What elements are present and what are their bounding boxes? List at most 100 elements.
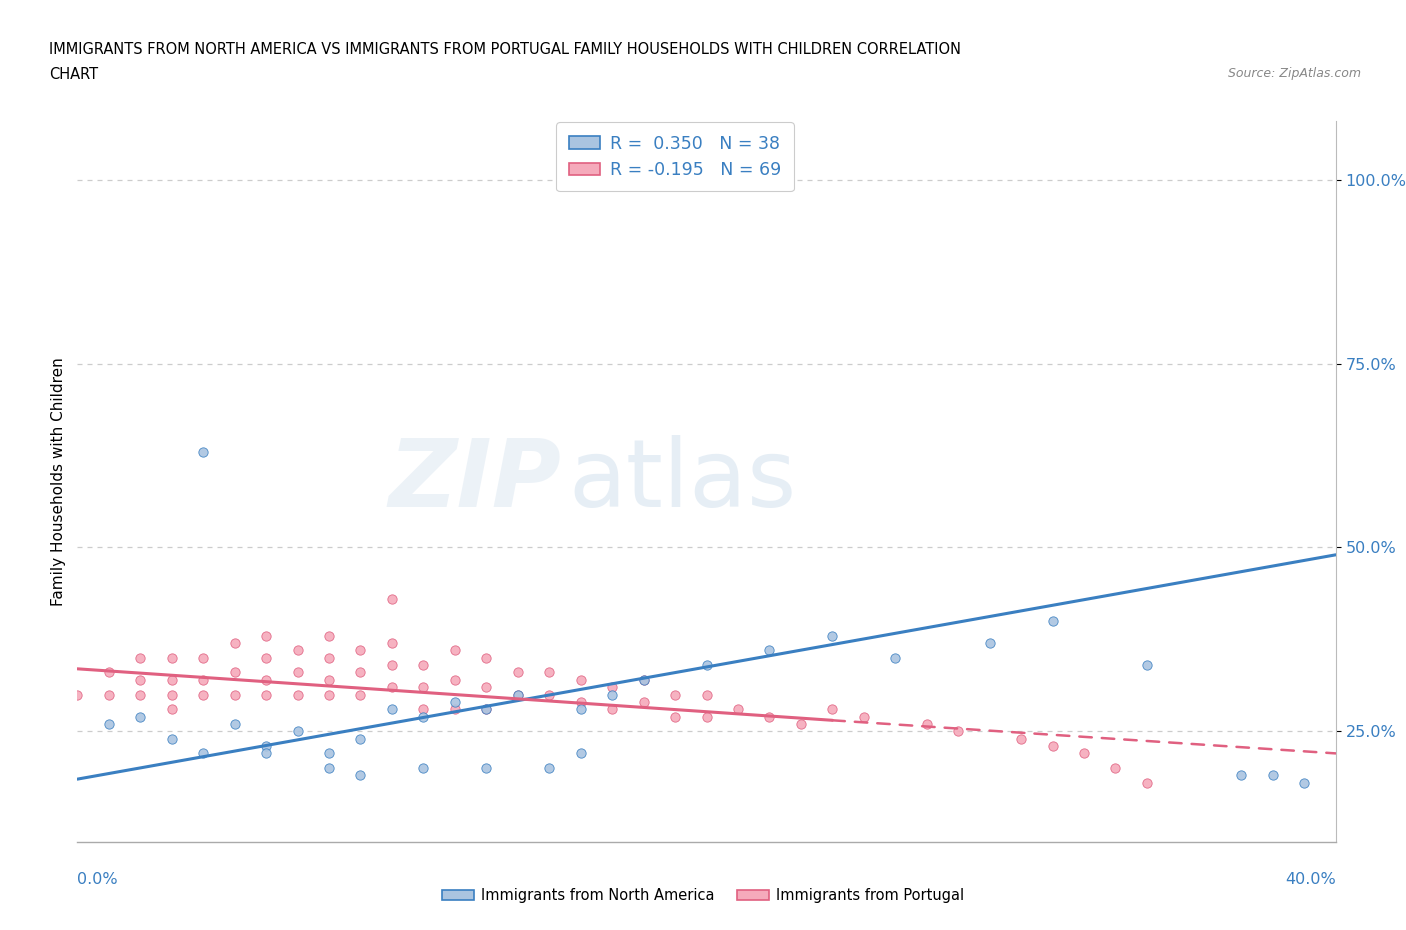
Point [287,687,309,702]
Point [600,702,623,717]
Point [97,716,120,731]
Point [696,710,718,724]
Point [160,687,183,702]
Point [506,687,529,702]
Point [633,695,655,710]
Point [318,629,340,644]
Point [569,695,592,710]
Point [191,746,215,761]
Text: ZIP: ZIP [389,435,562,527]
Point [191,445,215,459]
Point [254,650,277,665]
Point [633,672,655,687]
Text: CHART: CHART [49,67,98,82]
Point [915,716,938,731]
Point [821,629,844,644]
Point [475,702,498,717]
Point [97,687,120,702]
Point [160,731,183,746]
Point [412,761,434,776]
Point [758,643,780,658]
Point [538,665,561,680]
Point [1230,768,1253,783]
Text: atlas: atlas [568,435,796,527]
Text: Source: ZipAtlas.com: Source: ZipAtlas.com [1227,67,1361,80]
Point [569,672,592,687]
Point [66,687,89,702]
Point [381,680,404,695]
Point [160,672,183,687]
Point [412,702,434,717]
Point [600,687,623,702]
Point [758,710,780,724]
Point [381,702,404,717]
Point [318,746,340,761]
Point [349,687,371,702]
Point [569,746,592,761]
Point [224,635,246,650]
Point [349,731,371,746]
Point [97,665,120,680]
Point [1042,738,1064,753]
Point [475,761,498,776]
Point [412,658,434,672]
Point [538,687,561,702]
Point [381,635,404,650]
Point [727,702,749,717]
Point [349,665,371,680]
Point [287,665,309,680]
Point [254,687,277,702]
Point [129,672,152,687]
Point [349,768,371,783]
Point [852,710,875,724]
Point [1010,731,1032,746]
Point [1294,776,1316,790]
Point [318,650,340,665]
Point [191,672,215,687]
Point [191,687,215,702]
Point [254,672,277,687]
Point [475,702,498,717]
Point [129,710,152,724]
Point [1261,768,1284,783]
Point [129,650,152,665]
Point [160,650,183,665]
Point [600,680,623,695]
Point [1136,776,1159,790]
Legend: R =  0.350   N = 38, R = -0.195   N = 69: R = 0.350 N = 38, R = -0.195 N = 69 [557,123,793,192]
Point [444,672,467,687]
Point [475,680,498,695]
Point [412,710,434,724]
Point [633,672,655,687]
Point [318,761,340,776]
Point [506,665,529,680]
Point [569,702,592,717]
Point [444,643,467,658]
Point [444,702,467,717]
Point [318,672,340,687]
Point [224,665,246,680]
Point [506,687,529,702]
Point [696,658,718,672]
Point [224,716,246,731]
Text: IMMIGRANTS FROM NORTH AMERICA VS IMMIGRANTS FROM PORTUGAL FAMILY HOUSEHOLDS WITH: IMMIGRANTS FROM NORTH AMERICA VS IMMIGRA… [49,42,962,57]
Point [191,650,215,665]
Point [1104,761,1126,776]
Point [254,746,277,761]
Point [129,687,152,702]
Legend: Immigrants from North America, Immigrants from Portugal: Immigrants from North America, Immigrant… [436,882,970,909]
Point [287,724,309,738]
Point [664,710,686,724]
Point [381,658,404,672]
Point [224,687,246,702]
Y-axis label: Family Households with Children: Family Households with Children [51,357,66,605]
Text: 40.0%: 40.0% [1285,872,1336,887]
Point [412,680,434,695]
Point [979,635,1001,650]
Point [790,716,813,731]
Point [160,702,183,717]
Point [475,650,498,665]
Point [696,687,718,702]
Text: 0.0%: 0.0% [77,872,118,887]
Point [349,643,371,658]
